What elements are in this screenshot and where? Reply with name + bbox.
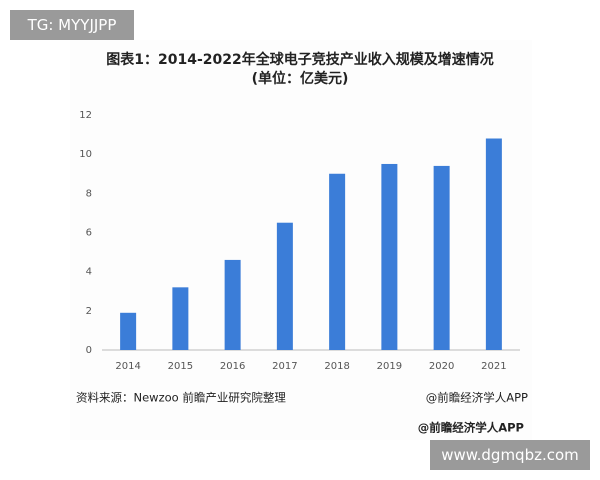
x-tick-label: 2020 — [429, 361, 454, 372]
x-tick-label: 2016 — [220, 361, 245, 372]
y-tick-label: 6 — [86, 228, 92, 239]
footer-credit: @前瞻经济学人APP — [418, 421, 524, 435]
y-tick-label: 8 — [86, 188, 92, 199]
bar — [224, 259, 241, 350]
bar — [433, 165, 450, 350]
bar — [329, 173, 346, 350]
bar — [120, 312, 137, 350]
site-label: www.dgmqbz.com — [430, 440, 590, 470]
chart-panel — [70, 40, 532, 440]
bar — [172, 287, 189, 350]
bar — [485, 138, 502, 350]
x-tick-label: 2014 — [115, 361, 140, 372]
x-tick-label: 2021 — [481, 361, 506, 372]
source-note: 资料来源：Newzoo 前瞻产业研究院整理 — [76, 391, 286, 405]
y-tick-label: 10 — [79, 149, 92, 160]
y-tick-label: 2 — [86, 306, 92, 317]
y-tick-label: 4 — [86, 267, 92, 278]
chart-subtitle: (单位：亿美元) — [252, 70, 349, 87]
bar — [276, 222, 293, 350]
chart-title: 图表1：2014-2022年全球电子竞技产业收入规模及增速情况 — [106, 51, 493, 68]
x-tick-label: 2015 — [168, 361, 193, 372]
x-tick-label: 2017 — [272, 361, 297, 372]
bar — [381, 163, 398, 350]
credit: @前瞻经济学人APP — [426, 391, 528, 405]
y-tick-label: 12 — [79, 110, 92, 121]
tag-label: TG: MYYJJPP — [10, 10, 134, 40]
y-tick-label: 0 — [86, 345, 92, 356]
x-tick-label: 2018 — [324, 361, 349, 372]
x-tick-label: 2019 — [377, 361, 402, 372]
